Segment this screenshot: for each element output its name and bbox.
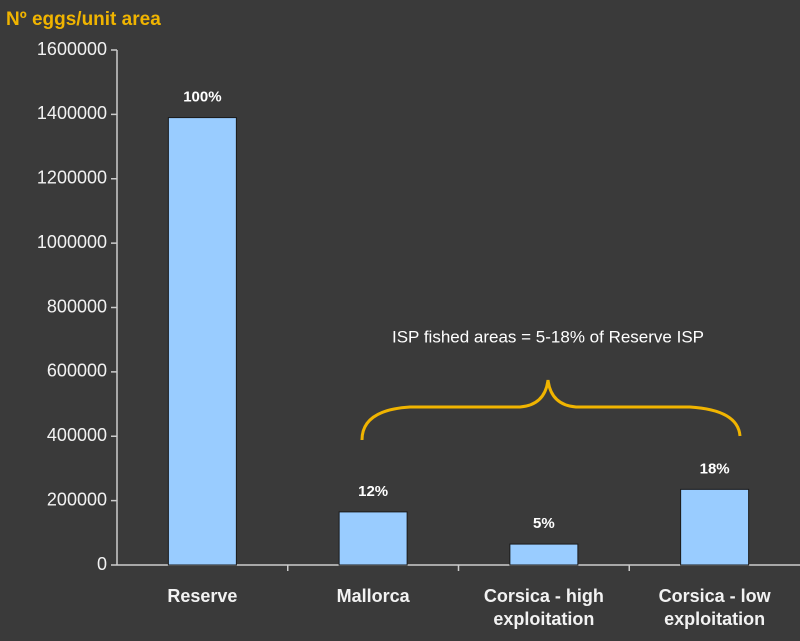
y-tick-label: 800000 bbox=[47, 296, 107, 316]
bar-label: 100% bbox=[183, 89, 221, 106]
y-tick-label: 0 bbox=[97, 554, 107, 574]
y-tick-label: 200000 bbox=[47, 489, 107, 509]
bar bbox=[680, 488, 750, 566]
annotation: ISP fished areas = 5-18% of Reserve ISP bbox=[392, 327, 704, 346]
y-tick-label: 1400000 bbox=[37, 103, 107, 123]
y-tick-label: 600000 bbox=[47, 361, 107, 381]
x-tick-label: Corsica - low exploitation bbox=[658, 586, 771, 629]
y-tick-label: 1200000 bbox=[37, 168, 107, 188]
x-tick-label: Reserve bbox=[167, 586, 238, 606]
bar bbox=[167, 117, 237, 566]
x-tick-label: Corsica - high exploitation bbox=[483, 586, 604, 629]
y-tick-label: 1600000 bbox=[37, 39, 107, 59]
x-tick-label: Mallorca bbox=[336, 586, 410, 606]
y-tick-label: 1000000 bbox=[37, 232, 107, 252]
bar-label: 5% bbox=[533, 515, 555, 532]
bar bbox=[338, 511, 408, 566]
y-tick-label: 400000 bbox=[47, 425, 107, 445]
bar-label: 12% bbox=[358, 483, 388, 500]
bar bbox=[509, 543, 579, 566]
bar-label: 18% bbox=[700, 460, 730, 477]
brace bbox=[360, 379, 742, 441]
y-axis-label: Nº eggs/unit area bbox=[6, 9, 161, 30]
